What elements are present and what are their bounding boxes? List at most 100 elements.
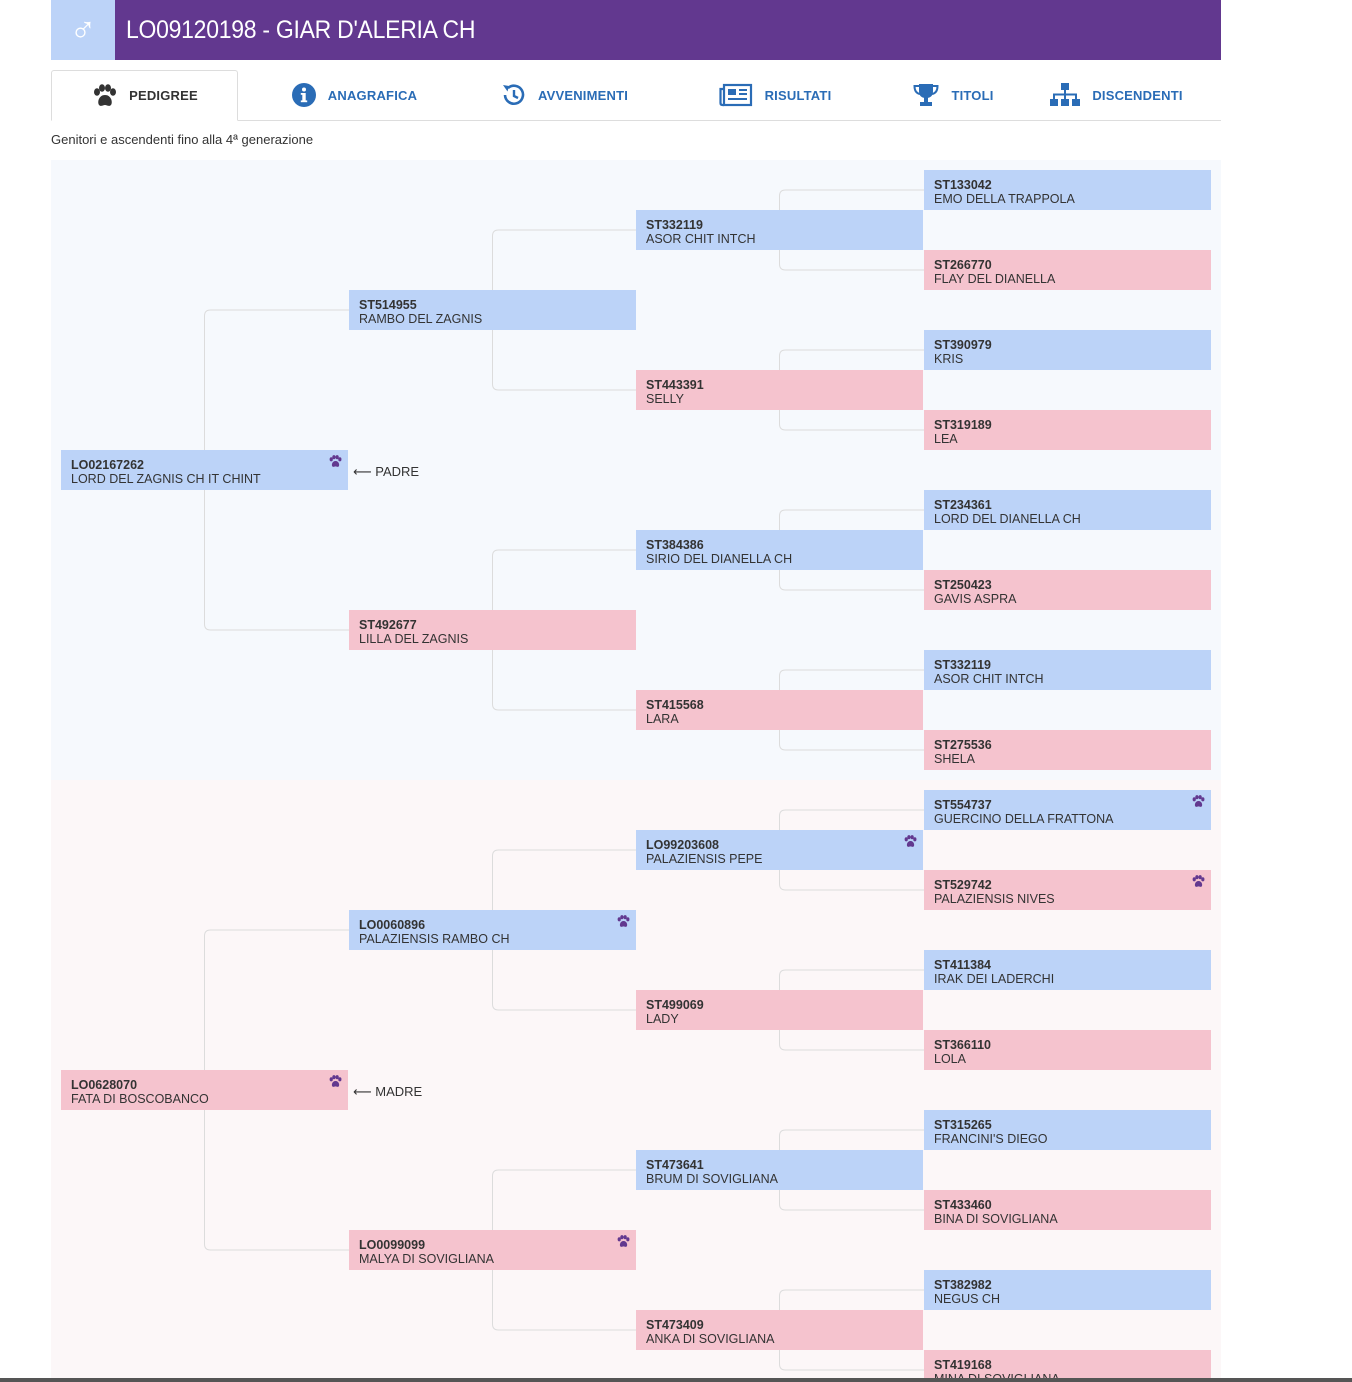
dog-name: FATA DI BOSCOBANCO <box>71 1092 209 1106</box>
pedigree-dog-card[interactable]: ST384386 SIRIO DEL DIANELLA CH <box>636 530 923 570</box>
dog-name: PALAZIENSIS NIVES <box>934 892 1055 906</box>
dog-name: MALYA DI SOVIGLIANA <box>359 1252 494 1266</box>
dog-name: PALAZIENSIS PEPE <box>646 852 763 866</box>
paw-icon[interactable] <box>616 1235 630 1251</box>
pedigree-dog-card[interactable]: ST514955 RAMBO DEL ZAGNIS <box>349 290 636 330</box>
page-title: LO09120198 - GIAR D'ALERIA CH <box>126 15 476 44</box>
dog-name: GUERCINO DELLA FRATTONA <box>934 812 1114 826</box>
tab-bar: PEDIGREE ANAGRAFICA AVVENIMENTI <box>51 70 1221 121</box>
dog-name: PALAZIENSIS RAMBO CH <box>359 932 510 946</box>
dog-name: SHELA <box>934 752 975 766</box>
title-bar: LO09120198 - GIAR D'ALERIA CH <box>115 0 1221 60</box>
pedigree-dog-card[interactable]: ST443391 SELLY <box>636 370 923 410</box>
dog-name: ASOR CHIT INTCH <box>646 232 756 246</box>
dog-name: FRANCINI'S DIEGO <box>934 1132 1048 1146</box>
dog-code: ST275536 <box>934 738 992 752</box>
pedigree-dog-card[interactable]: ST332119 ASOR CHIT INTCH <box>924 650 1211 690</box>
dog-name: NEGUS CH <box>934 1292 1000 1306</box>
pedigree-dog-card[interactable]: ST382982 NEGUS CH <box>924 1270 1211 1310</box>
window-bottom-edge <box>0 1378 1352 1382</box>
dog-name: SIRIO DEL DIANELLA CH <box>646 552 793 566</box>
paw-icon[interactable] <box>903 835 917 851</box>
pedigree-dog-card[interactable]: ST250423 GAVIS ASPRA <box>924 570 1211 610</box>
pedigree-dog-card[interactable]: ST319189 LEA <box>924 410 1211 450</box>
pedigree-subtitle: Genitori e ascendenti fino alla 4ª gener… <box>51 132 314 147</box>
dog-code: ST529742 <box>934 878 992 892</box>
pedigree-dog-card[interactable]: ST492677 LILLA DEL ZAGNIS <box>349 610 636 650</box>
pedigree-dog-card[interactable]: ST554737 GUERCINO DELLA FRATTONA <box>924 790 1211 830</box>
dog-code: ST514955 <box>359 298 417 312</box>
dog-code: ST234361 <box>934 498 992 512</box>
pedigree-dog-card[interactable]: LO0628070 FATA DI BOSCOBANCO <box>61 1070 348 1110</box>
pedigree-dog-card[interactable]: ST473641 BRUM DI SOVIGLIANA <box>636 1150 923 1190</box>
dog-name: LORD DEL DIANELLA CH <box>934 512 1081 526</box>
dog-code: ST492677 <box>359 618 417 632</box>
tab-risultati[interactable]: RISULTATI <box>655 70 895 120</box>
pedigree-dog-card[interactable]: ST332119 ASOR CHIT INTCH <box>636 210 923 250</box>
sitemap-icon <box>1050 83 1081 107</box>
dog-code: LO0628070 <box>71 1078 138 1092</box>
tab-discendenti[interactable]: DISCENDENTI <box>1012 70 1221 120</box>
pedigree-dog-card[interactable]: ST499069 LADY <box>636 990 923 1030</box>
tab-label: RISULTATI <box>764 87 832 103</box>
dog-code: LO99203608 <box>646 838 719 852</box>
pedigree-dog-card[interactable]: ST419168 MINA DI SOVIGLIANA <box>924 1350 1211 1382</box>
pedigree-dog-card[interactable]: ST234361 LORD DEL DIANELLA CH <box>924 490 1211 530</box>
pedigree-dog-card[interactable]: ST473409 ANKA DI SOVIGLIANA <box>636 1310 923 1350</box>
dog-name: SELLY <box>646 392 684 406</box>
dog-code: ST250423 <box>934 578 992 592</box>
dog-code: LO0099099 <box>359 1238 426 1252</box>
paw-icon[interactable] <box>328 455 342 471</box>
pedigree-dog-card[interactable]: LO0099099 MALYA DI SOVIGLIANA <box>349 1230 636 1270</box>
page-header: ♂ LO09120198 - GIAR D'ALERIA CH <box>51 0 1221 60</box>
dog-code: ST415568 <box>646 698 704 712</box>
dog-name: LILLA DEL ZAGNIS <box>359 632 469 646</box>
pedigree-dog-card[interactable]: LO0060896 PALAZIENSIS RAMBO CH <box>349 910 636 950</box>
tab-label: DISCENDENTI <box>1092 87 1183 103</box>
dog-name: EMO DELLA TRAPPOLA <box>934 192 1075 206</box>
dog-name: LADY <box>646 1012 679 1026</box>
pedigree-dog-card[interactable]: ST433460 BINA DI SOVIGLIANA <box>924 1190 1211 1230</box>
pedigree-dog-card[interactable]: ST275536 SHELA <box>924 730 1211 770</box>
pedigree-dog-card[interactable]: LO99203608 PALAZIENSIS PEPE <box>636 830 923 870</box>
dog-code: ST319189 <box>934 418 992 432</box>
pedigree-dog-card[interactable]: ST411384 IRAK DEI LADERCHI <box>924 950 1211 990</box>
dog-name: ANKA DI SOVIGLIANA <box>646 1332 775 1346</box>
sire-label: ⟵ PADRE <box>353 464 420 479</box>
pedigree-dog-card[interactable]: LO02167262 LORD DEL ZAGNIS CH IT CHINT <box>61 450 348 490</box>
male-symbol-icon: ♂ <box>69 9 97 50</box>
info-icon <box>291 83 316 107</box>
dog-name: LOLA <box>934 1052 966 1066</box>
pedigree-dog-card[interactable]: ST366110 LOLA <box>924 1030 1211 1070</box>
history-icon <box>500 83 526 107</box>
paw-icon[interactable] <box>1191 795 1205 811</box>
paw-icon[interactable] <box>328 1075 342 1091</box>
trophy-icon <box>913 83 939 107</box>
tab-titoli[interactable]: TITOLI <box>895 70 1012 120</box>
newspaper-icon <box>718 83 753 107</box>
dog-code: ST554737 <box>934 798 992 812</box>
dam-label: ⟵ MADRE <box>353 1084 423 1099</box>
tab-anagrafica[interactable]: ANAGRAFICA <box>236 70 473 120</box>
dog-name: KRIS <box>934 352 964 366</box>
tab-label: TITOLI <box>951 87 994 103</box>
paw-icon[interactable] <box>616 915 630 931</box>
male-sex-badge: ♂ <box>51 0 115 60</box>
dog-code: ST266770 <box>934 258 992 272</box>
dog-name: BINA DI SOVIGLIANA <box>934 1212 1058 1226</box>
dog-code: ST473409 <box>646 1318 704 1332</box>
pedigree-dog-card[interactable]: ST315265 FRANCINI'S DIEGO <box>924 1110 1211 1150</box>
dog-code: ST390979 <box>934 338 992 352</box>
dog-code: ST332119 <box>934 658 991 672</box>
tab-avvenimenti[interactable]: AVVENIMENTI <box>473 70 655 120</box>
tab-pedigree[interactable]: PEDIGREE <box>51 70 238 121</box>
dog-name: LEA <box>934 432 958 446</box>
pedigree-dog-card[interactable]: ST415568 LARA <box>636 690 923 730</box>
pedigree-dog-card[interactable]: ST266770 FLAY DEL DIANELLA <box>924 250 1211 290</box>
pedigree-dog-card[interactable]: ST390979 KRIS <box>924 330 1211 370</box>
pedigree-dog-card[interactable]: ST529742 PALAZIENSIS NIVES <box>924 870 1211 910</box>
pedigree-dog-card[interactable]: ST133042 EMO DELLA TRAPPOLA <box>924 170 1211 210</box>
dog-code: LO02167262 <box>71 458 144 472</box>
tab-label: AVVENIMENTI <box>537 87 629 103</box>
paw-icon[interactable] <box>1191 875 1205 891</box>
